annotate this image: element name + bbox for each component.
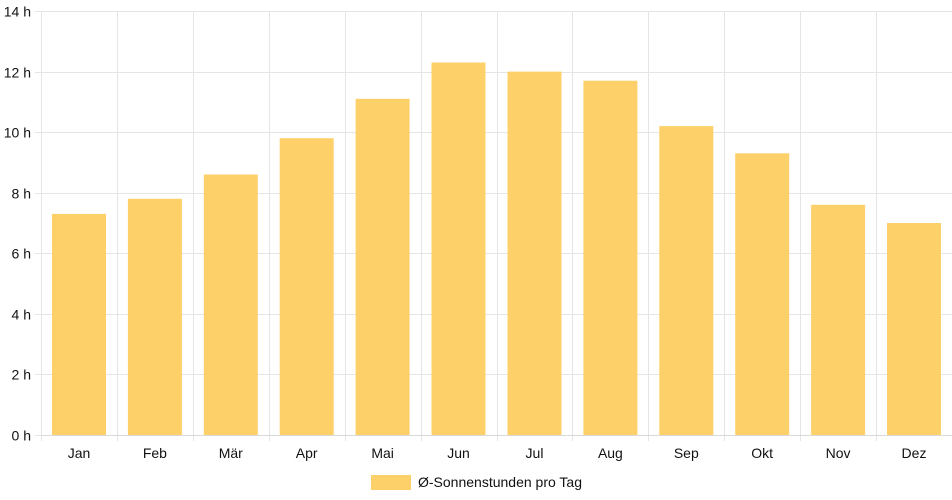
bar-aug[interactable]: [583, 80, 638, 435]
axes: [35, 11, 952, 436]
y-tick-label: 10 h: [4, 125, 31, 141]
x-tick-label: Dez: [902, 445, 927, 461]
legend-swatch: [371, 475, 411, 490]
x-tick-label: Mär: [219, 445, 243, 461]
x-tick-label: Aug: [598, 445, 623, 461]
bar-mai[interactable]: [355, 98, 410, 436]
x-tick-label: Okt: [751, 445, 773, 461]
x-tick-label: Apr: [296, 445, 318, 461]
bars: [52, 62, 941, 436]
bar-sep[interactable]: [659, 126, 714, 435]
x-tick-label: Sep: [674, 445, 699, 461]
x-tick-label: Jan: [68, 445, 91, 461]
y-axis-tick-labels: 0 h 2 h 4 h 6 h 8 h 10 h 12 h 14 h: [4, 4, 31, 444]
bar-feb[interactable]: [127, 198, 182, 435]
y-tick-label: 4 h: [12, 307, 31, 323]
bar-mär[interactable]: [203, 174, 258, 436]
x-tick-label: Feb: [143, 445, 167, 461]
bar-jul[interactable]: [507, 71, 562, 435]
legend-label: Ø-Sonnenstunden pro Tag: [418, 474, 582, 490]
legend[interactable]: Ø-Sonnenstunden pro Tag: [371, 474, 582, 490]
x-tick-label: Jul: [526, 445, 544, 461]
bar-jan[interactable]: [52, 213, 106, 435]
x-tick-label: Jun: [447, 445, 470, 461]
y-tick-label: 14 h: [4, 4, 31, 20]
bar-nov[interactable]: [811, 204, 866, 435]
y-tick-label: 0 h: [12, 428, 31, 444]
bar-dez[interactable]: [887, 223, 941, 435]
bar-apr[interactable]: [279, 138, 334, 435]
y-tick-label: 6 h: [12, 246, 31, 262]
y-tick-label: 12 h: [4, 65, 31, 81]
bar-jun[interactable]: [431, 62, 486, 436]
y-tick-label: 2 h: [12, 367, 31, 383]
x-tick-label: Nov: [826, 445, 851, 461]
y-tick-label: 8 h: [12, 186, 31, 202]
x-axis-tick-labels: Jan Feb Mär Apr Mai Jun Jul Aug Sep Okt Nov Dez: [68, 445, 927, 461]
x-tick-label: Mai: [371, 445, 394, 461]
bar-okt[interactable]: [735, 153, 790, 436]
grid-lines: [41, 11, 952, 441]
